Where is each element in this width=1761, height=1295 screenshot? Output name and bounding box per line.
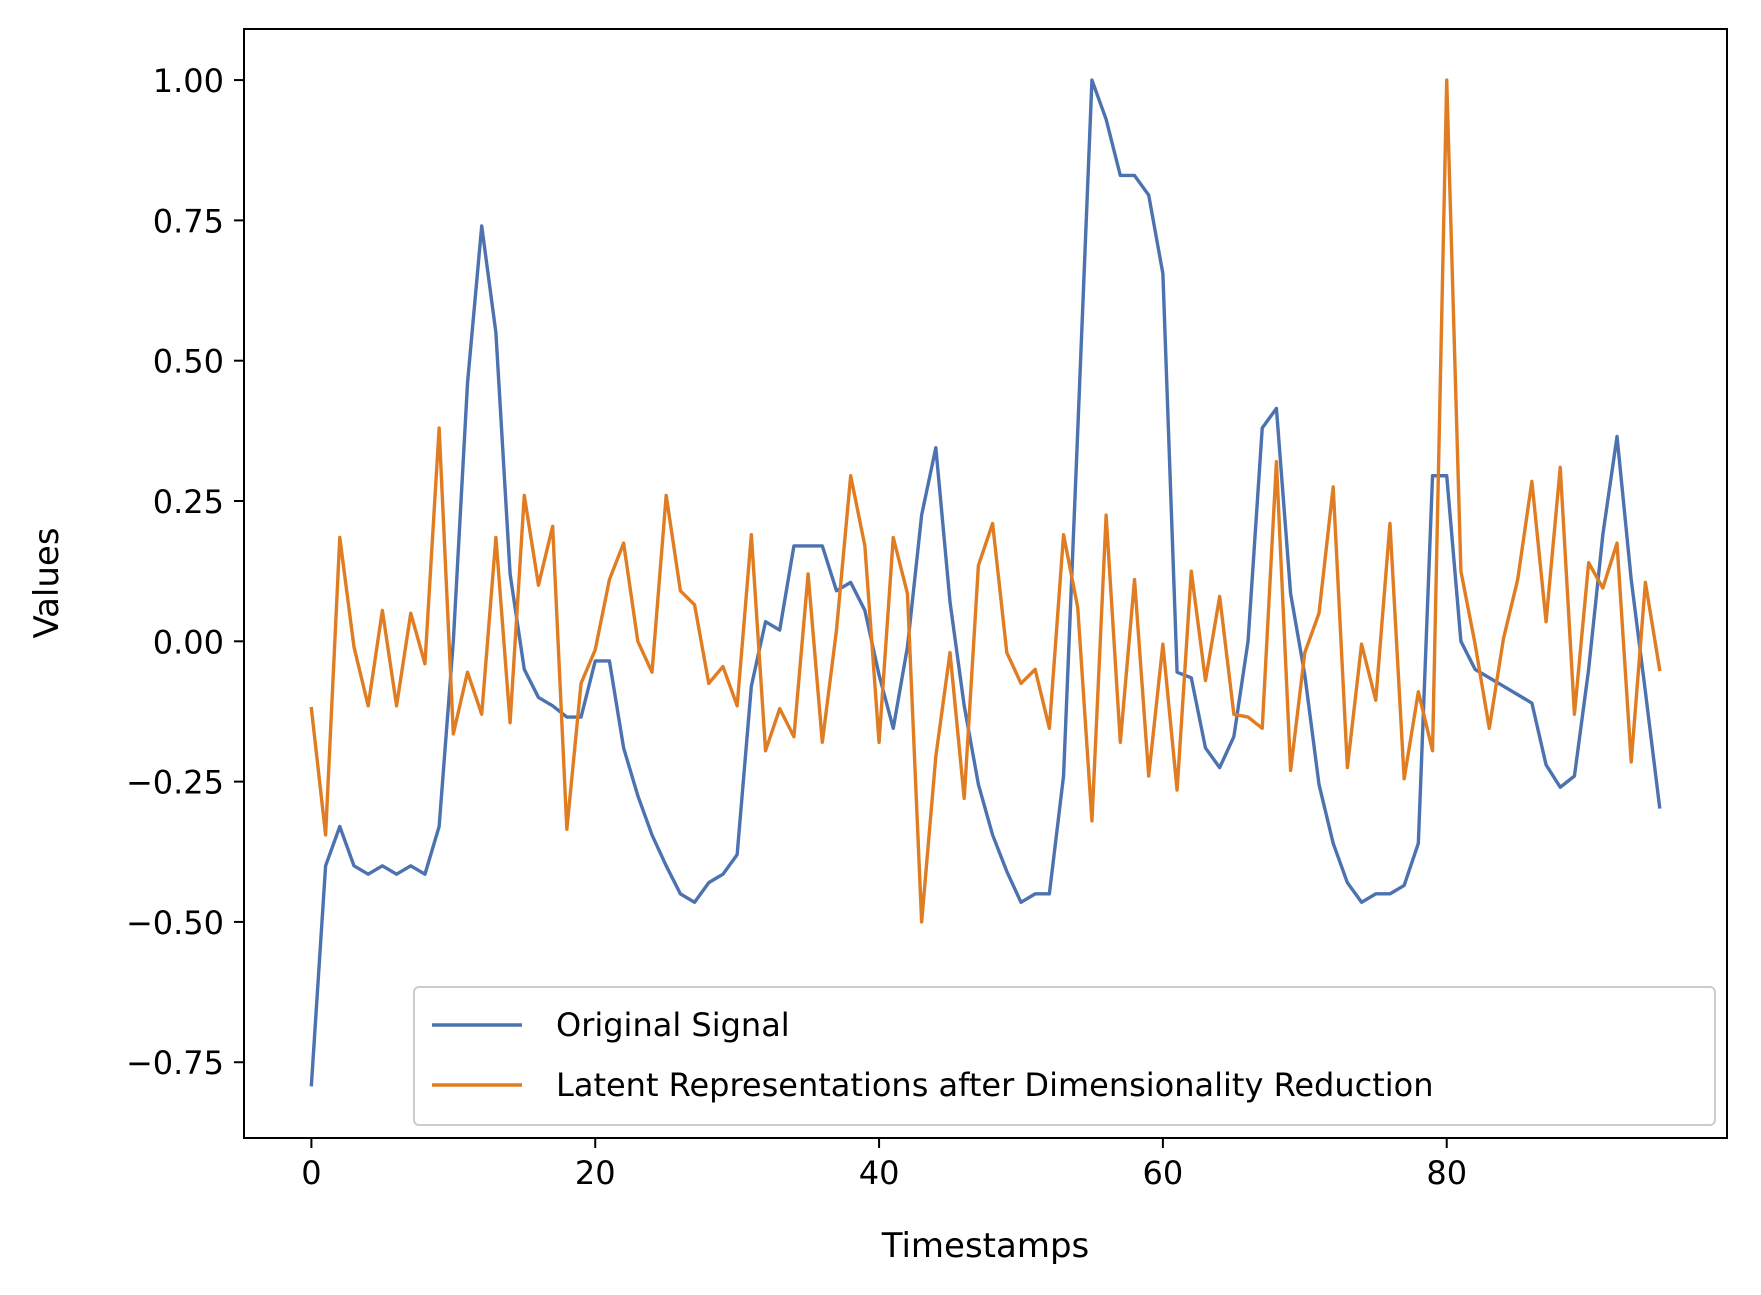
legend-label-1: Original Signal (556, 1006, 790, 1044)
x-tick-label: 80 (1426, 1154, 1467, 1192)
x-tick-label: 60 (1143, 1154, 1184, 1192)
legend-label-2: Latent Representations after Dimensional… (556, 1066, 1434, 1104)
y-tick-label: 0.25 (153, 483, 224, 521)
x-tick-label: 20 (575, 1154, 616, 1192)
y-axis-label: Values (27, 527, 67, 638)
plot-frame (243, 28, 1728, 1139)
x-axis: 0 20 40 60 80 (301, 1138, 1467, 1192)
y-axis: −0.75 −0.50 −0.25 0.00 0.25 0.50 0.75 1.00 (126, 62, 244, 1082)
y-tick-label: −0.25 (126, 764, 224, 802)
y-tick-label: 0.00 (153, 623, 224, 661)
y-tick-label: −0.50 (126, 904, 224, 942)
series-layer (309, 78, 1662, 1087)
x-axis-label: Timestamps (881, 1226, 1090, 1266)
series-line-2 (309, 78, 1662, 924)
y-tick-label: −0.75 (126, 1044, 224, 1082)
y-tick-label: 0.50 (153, 343, 224, 381)
y-tick-label: 1.00 (153, 62, 224, 100)
legend-box (413, 986, 1716, 1126)
x-tick-label: 40 (859, 1154, 900, 1192)
x-tick-label: 0 (301, 1154, 321, 1192)
legend: Original Signal Latent Representations af… (413, 986, 1716, 1126)
y-tick-label: 0.75 (153, 202, 224, 240)
series-line-1 (309, 78, 1662, 1087)
